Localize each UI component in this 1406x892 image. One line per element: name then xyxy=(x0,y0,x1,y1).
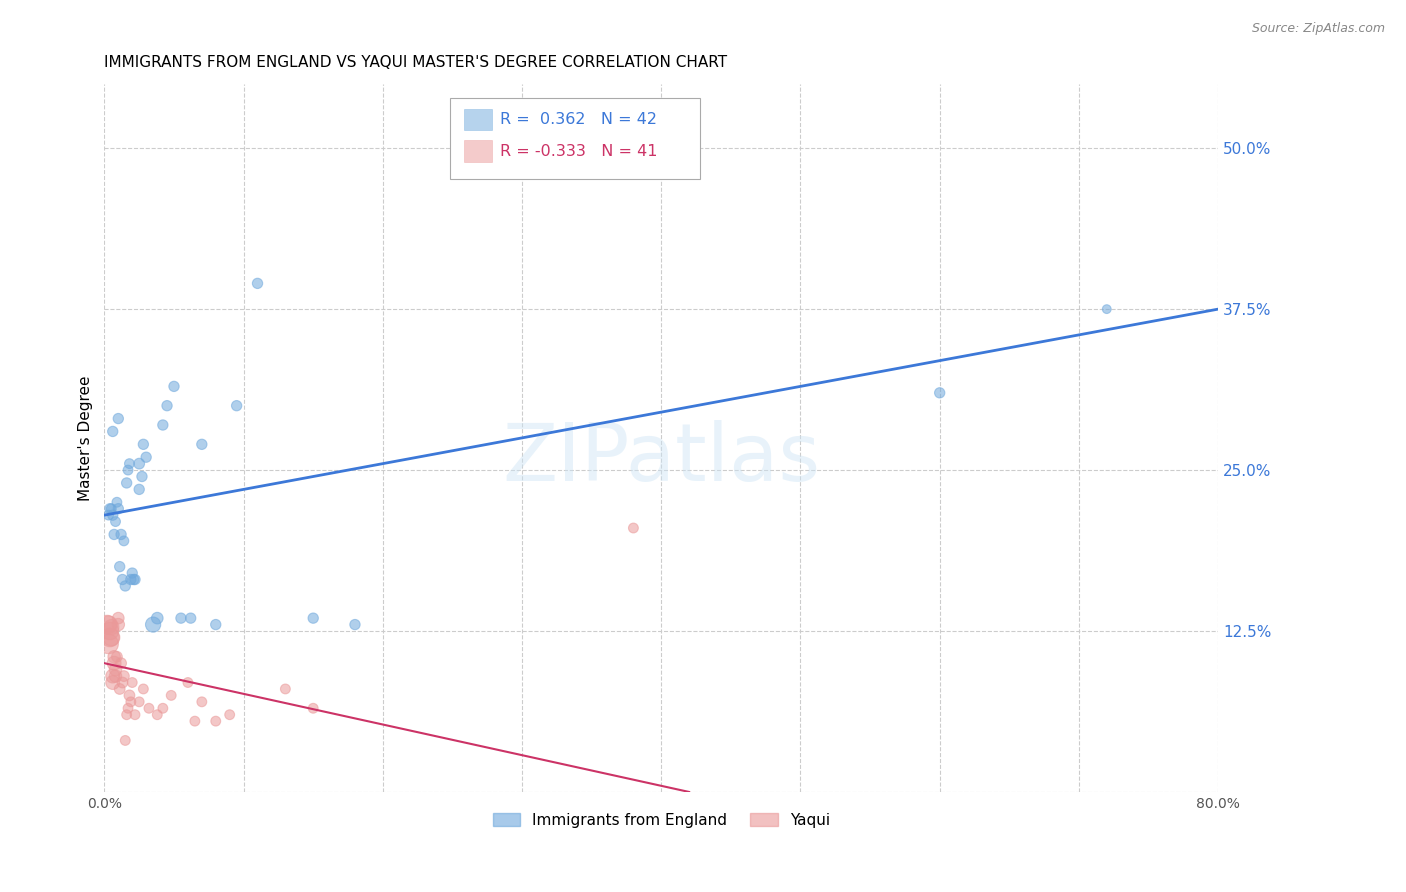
Point xyxy=(191,437,214,451)
Point xyxy=(170,611,193,625)
Point xyxy=(120,695,142,709)
Point xyxy=(117,463,139,477)
Point xyxy=(132,437,155,451)
Point xyxy=(128,457,150,471)
Point xyxy=(97,637,120,651)
Point xyxy=(160,689,183,703)
Point xyxy=(118,689,141,703)
Point xyxy=(156,399,179,413)
Point xyxy=(101,669,124,683)
Text: Source: ZipAtlas.com: Source: ZipAtlas.com xyxy=(1251,22,1385,36)
Point xyxy=(111,675,134,690)
Point xyxy=(112,669,135,683)
Point xyxy=(121,675,143,690)
Legend: Immigrants from England, Yaqui: Immigrants from England, Yaqui xyxy=(486,806,837,834)
Point xyxy=(128,695,150,709)
Point xyxy=(114,579,136,593)
Point xyxy=(107,411,129,425)
Point xyxy=(101,675,124,690)
Point xyxy=(108,559,131,574)
Text: ZIPatlas: ZIPatlas xyxy=(502,420,820,498)
Point xyxy=(152,701,174,715)
Text: R =  0.362   N = 42: R = 0.362 N = 42 xyxy=(499,112,657,127)
Point xyxy=(104,669,127,683)
Point xyxy=(302,701,325,715)
FancyBboxPatch shape xyxy=(464,140,492,161)
Point xyxy=(108,681,131,696)
Point xyxy=(115,707,138,722)
Point xyxy=(274,681,297,696)
Point xyxy=(343,617,366,632)
Text: R = -0.333   N = 41: R = -0.333 N = 41 xyxy=(499,144,657,159)
Point xyxy=(100,501,122,516)
Point xyxy=(104,515,127,529)
Point xyxy=(98,624,121,638)
Point xyxy=(138,701,160,715)
Point xyxy=(246,277,269,291)
Point xyxy=(105,649,128,664)
Point xyxy=(110,657,132,671)
Point xyxy=(128,483,150,497)
Point xyxy=(146,611,169,625)
Point xyxy=(115,475,138,490)
Point xyxy=(107,611,129,625)
Point xyxy=(118,457,141,471)
Point xyxy=(103,649,125,664)
Point xyxy=(120,573,142,587)
Point xyxy=(105,495,128,509)
Point xyxy=(184,714,207,728)
Point xyxy=(135,450,157,465)
Point xyxy=(146,707,169,722)
Point xyxy=(204,617,226,632)
Point xyxy=(191,695,214,709)
Point xyxy=(100,631,122,645)
Point xyxy=(98,631,121,645)
Point xyxy=(132,681,155,696)
Point xyxy=(928,385,950,400)
Point xyxy=(104,663,127,677)
Point xyxy=(101,508,124,523)
Text: IMMIGRANTS FROM ENGLAND VS YAQUI MASTER'S DEGREE CORRELATION CHART: IMMIGRANTS FROM ENGLAND VS YAQUI MASTER'… xyxy=(104,55,727,70)
Point xyxy=(302,611,325,625)
Point xyxy=(122,573,145,587)
Point xyxy=(97,617,120,632)
Point xyxy=(623,521,645,535)
Point xyxy=(180,611,202,625)
Point xyxy=(96,617,118,632)
Point xyxy=(98,501,121,516)
Point xyxy=(103,527,125,541)
Point xyxy=(101,425,124,439)
Point xyxy=(124,573,146,587)
Point xyxy=(100,620,122,634)
Point xyxy=(177,675,200,690)
Point xyxy=(152,417,174,432)
Point xyxy=(204,714,226,728)
Point xyxy=(114,733,136,747)
FancyBboxPatch shape xyxy=(464,109,492,130)
Point xyxy=(110,527,132,541)
Point xyxy=(225,399,247,413)
FancyBboxPatch shape xyxy=(450,98,700,179)
Point xyxy=(117,701,139,715)
Point xyxy=(131,469,153,483)
Point xyxy=(111,573,134,587)
Point xyxy=(121,566,143,580)
Point xyxy=(112,533,135,548)
Point xyxy=(218,707,240,722)
Point xyxy=(1095,302,1118,317)
Point xyxy=(107,501,129,516)
Point xyxy=(103,657,125,671)
Point xyxy=(124,707,146,722)
Point xyxy=(163,379,186,393)
Point xyxy=(142,617,165,632)
Point xyxy=(97,508,120,523)
Point xyxy=(107,617,129,632)
Y-axis label: Master's Degree: Master's Degree xyxy=(79,376,93,500)
